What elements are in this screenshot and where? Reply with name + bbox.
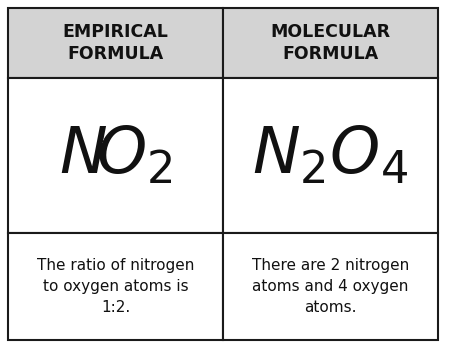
Bar (8, 233, 223, 340)
Bar (223, 8, 438, 78)
Text: $\mathit{N}\!\mathit{O}_{2}$: $\mathit{N}\!\mathit{O}_{2}$ (58, 124, 172, 187)
Bar (223, 78, 438, 233)
Bar (223, 233, 438, 340)
Text: There are 2 nitrogen
atoms and 4 oxygen
atoms.: There are 2 nitrogen atoms and 4 oxygen … (252, 258, 409, 315)
Text: The ratio of nitrogen
to oxygen atoms is
1:2.: The ratio of nitrogen to oxygen atoms is… (37, 258, 194, 315)
Text: EMPIRICAL
FORMULA: EMPIRICAL FORMULA (63, 23, 168, 64)
Bar (8, 78, 223, 233)
Text: MOLECULAR
FORMULA: MOLECULAR FORMULA (270, 23, 391, 64)
Text: $\mathit{N}_{2}\mathit{O}_{4}$: $\mathit{N}_{2}\mathit{O}_{4}$ (252, 124, 409, 187)
Bar (8, 8, 223, 78)
